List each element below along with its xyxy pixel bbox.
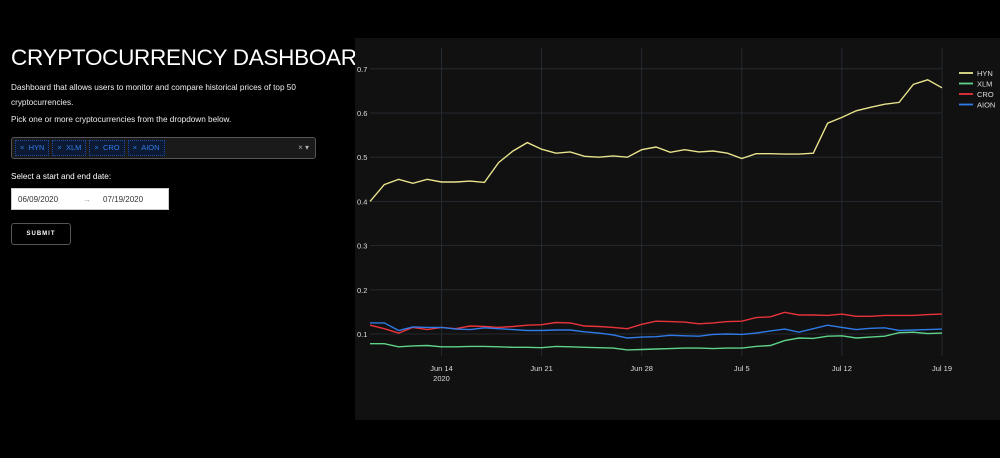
chart-panel: 0.1 0.2 0.3 0.4 0.5 0.6 0.7 Jun 14 2020 Jun 21 Jun…: [355, 38, 1000, 420]
date-label: Select a start and end date:: [11, 172, 112, 181]
y-tick-label: 0.7: [357, 65, 367, 74]
date-range-picker[interactable]: 06/09/2020 → 07/19/2020: [11, 188, 169, 210]
x-tick-label: Jun 14: [430, 364, 453, 373]
start-date-input[interactable]: 06/09/2020: [18, 194, 59, 204]
series-line-hyn: [369, 79, 943, 202]
y-tick-label: 0.3: [357, 242, 367, 251]
controls-panel: CRYPTOCURRENCY DASHBOARD Dashboard that …: [11, 44, 373, 245]
instruction: Pick one or more cryptocurrencies from t…: [11, 115, 232, 124]
y-tick-label: 0.6: [357, 109, 367, 118]
legend-label: XLM: [977, 80, 992, 89]
selected-tag[interactable]: × XLM: [52, 140, 87, 156]
y-tick-label: 0.4: [357, 197, 367, 206]
end-date-input[interactable]: 07/19/2020: [103, 194, 144, 204]
remove-icon[interactable]: ×: [94, 143, 99, 152]
remove-icon[interactable]: ×: [20, 143, 25, 152]
remove-icon[interactable]: ×: [57, 143, 62, 152]
y-tick-label: 0.5: [357, 153, 367, 162]
selected-tag[interactable]: × HYN: [15, 140, 50, 156]
page-title: CRYPTOCURRENCY DASHBOARD: [11, 45, 373, 70]
x-tick-year: 2020: [433, 374, 450, 383]
series-line-xlm: [370, 331, 943, 351]
y-tick-label: 0.1: [357, 330, 367, 339]
legend-label: HYN: [977, 69, 993, 78]
series-line-cro: [369, 311, 943, 334]
x-tick-label: Jun 21: [530, 364, 553, 373]
selected-tag[interactable]: × AION: [127, 140, 165, 156]
selected-tag[interactable]: × CRO: [89, 140, 125, 156]
legend-label: CRO: [977, 90, 994, 99]
clear-icon[interactable]: ×: [298, 143, 303, 152]
legend-label: AION: [977, 101, 995, 110]
chevron-down-icon[interactable]: ▾: [304, 143, 309, 152]
crypto-multiselect[interactable]: × HYN × XLM × CRO × AION × ▾: [11, 137, 316, 159]
x-tick-label: Jun 28: [630, 364, 653, 373]
submit-button[interactable]: SUBMIT: [11, 223, 71, 245]
y-tick-label: 0.2: [357, 286, 367, 295]
x-tick-label: Jul 5: [734, 364, 750, 373]
description: Dashboard that allows users to monitor a…: [11, 83, 296, 107]
arrow-right-icon: →: [83, 194, 91, 204]
x-tick-label: Jul 12: [832, 364, 852, 373]
series-line-aion: [370, 322, 943, 339]
x-tick-label: Jul 19: [932, 364, 952, 373]
remove-icon[interactable]: ×: [132, 143, 138, 152]
